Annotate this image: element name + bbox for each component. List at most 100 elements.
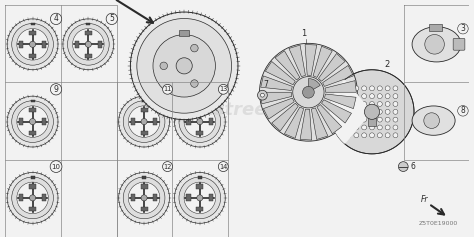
Ellipse shape <box>425 35 444 54</box>
Circle shape <box>259 43 357 141</box>
Circle shape <box>141 118 147 125</box>
Polygon shape <box>321 100 352 123</box>
Circle shape <box>302 86 314 98</box>
Bar <box>209 118 213 125</box>
Text: 6: 6 <box>410 162 416 171</box>
Circle shape <box>377 101 382 106</box>
Circle shape <box>63 19 114 70</box>
Bar <box>196 131 203 135</box>
Circle shape <box>179 101 221 142</box>
Polygon shape <box>325 94 356 109</box>
Circle shape <box>174 173 225 223</box>
Bar <box>19 118 23 125</box>
Circle shape <box>346 133 351 138</box>
Text: 9: 9 <box>54 85 58 94</box>
Circle shape <box>184 182 216 214</box>
Polygon shape <box>319 54 345 81</box>
Circle shape <box>346 101 351 106</box>
Bar <box>142 100 146 102</box>
Circle shape <box>393 125 398 130</box>
Polygon shape <box>317 105 342 134</box>
Bar <box>30 23 35 25</box>
Bar <box>140 108 147 112</box>
Circle shape <box>362 117 366 122</box>
Bar <box>196 207 203 211</box>
Bar <box>131 194 135 201</box>
Bar <box>42 194 46 201</box>
Circle shape <box>197 118 203 125</box>
Circle shape <box>393 86 398 91</box>
FancyBboxPatch shape <box>453 38 465 50</box>
Circle shape <box>362 133 366 138</box>
Circle shape <box>7 96 58 147</box>
Text: 13: 13 <box>219 86 228 92</box>
Circle shape <box>377 117 382 122</box>
Bar <box>98 41 102 48</box>
Circle shape <box>393 101 398 106</box>
Bar <box>29 108 36 112</box>
Circle shape <box>346 125 351 130</box>
Bar <box>19 41 23 48</box>
Circle shape <box>362 94 366 99</box>
Polygon shape <box>265 61 295 85</box>
Circle shape <box>85 41 91 47</box>
Ellipse shape <box>412 27 461 62</box>
Text: 2: 2 <box>384 60 389 69</box>
Circle shape <box>118 173 170 223</box>
Circle shape <box>385 86 390 91</box>
Circle shape <box>377 125 382 130</box>
Circle shape <box>424 113 439 128</box>
Circle shape <box>67 23 109 65</box>
Bar <box>140 207 147 211</box>
Circle shape <box>393 94 398 99</box>
Bar <box>29 31 36 35</box>
Bar <box>154 194 157 201</box>
Polygon shape <box>330 80 372 144</box>
Circle shape <box>17 106 48 137</box>
Circle shape <box>191 44 198 52</box>
Text: 5: 5 <box>109 14 114 23</box>
Circle shape <box>393 133 398 138</box>
Circle shape <box>29 118 36 125</box>
Polygon shape <box>261 92 292 104</box>
Text: Partstree: Partstree <box>173 101 268 119</box>
Bar <box>368 118 376 126</box>
Bar <box>186 118 191 125</box>
Circle shape <box>385 125 390 130</box>
Circle shape <box>179 177 221 219</box>
Circle shape <box>354 94 359 99</box>
Circle shape <box>393 109 398 114</box>
Circle shape <box>362 125 366 130</box>
Polygon shape <box>275 51 300 80</box>
Polygon shape <box>323 65 354 87</box>
Circle shape <box>362 109 366 114</box>
Circle shape <box>377 133 382 138</box>
Bar <box>42 118 46 125</box>
Circle shape <box>128 182 160 214</box>
Circle shape <box>377 109 382 114</box>
Circle shape <box>29 41 36 47</box>
Circle shape <box>197 195 203 201</box>
Circle shape <box>370 109 374 114</box>
Bar <box>198 176 202 178</box>
Circle shape <box>377 94 382 99</box>
Text: 10: 10 <box>52 164 61 170</box>
Circle shape <box>29 195 36 201</box>
Circle shape <box>346 86 351 91</box>
Bar <box>179 30 189 36</box>
Bar <box>198 100 202 102</box>
Ellipse shape <box>412 106 455 135</box>
Circle shape <box>385 101 390 106</box>
Circle shape <box>354 133 359 138</box>
Bar <box>196 184 203 189</box>
Bar <box>142 176 146 178</box>
Circle shape <box>346 109 351 114</box>
Polygon shape <box>264 98 294 119</box>
Text: 11: 11 <box>164 86 172 92</box>
Circle shape <box>330 70 414 154</box>
Circle shape <box>370 125 374 130</box>
Polygon shape <box>272 103 298 131</box>
Bar <box>86 23 91 25</box>
Bar <box>140 131 147 135</box>
Wedge shape <box>309 78 320 92</box>
